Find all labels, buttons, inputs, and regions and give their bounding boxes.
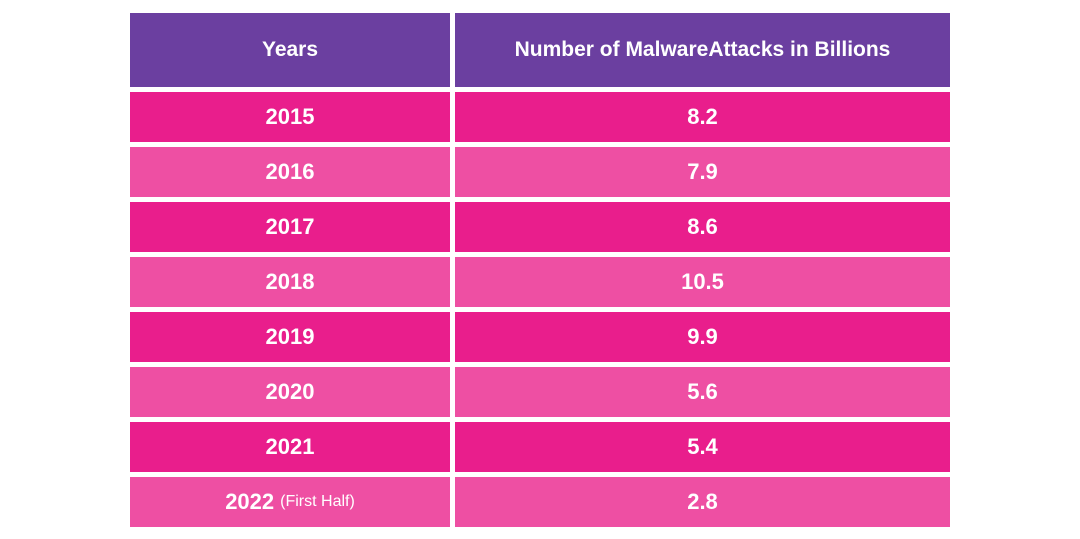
cell-value: 10.5 <box>455 257 950 307</box>
cell-value: 8.6 <box>455 202 950 252</box>
table-row: 20158.2 <box>130 92 950 142</box>
table-row: 201810.5 <box>130 257 950 307</box>
cell-year: 2021 <box>130 422 450 472</box>
cell-year: 2016 <box>130 147 450 197</box>
table-row: 2022(First Half)2.8 <box>130 477 950 527</box>
cell-value: 7.9 <box>455 147 950 197</box>
malware-table: Years Number of MalwareAttacks in Billio… <box>130 13 950 527</box>
cell-value: 9.9 <box>455 312 950 362</box>
header-value: Number of MalwareAttacks in Billions <box>455 13 950 87</box>
table-row: 20167.9 <box>130 147 950 197</box>
cell-value: 8.2 <box>455 92 950 142</box>
cell-year: 2017 <box>130 202 450 252</box>
table-row: 20215.4 <box>130 422 950 472</box>
table-row: 20199.9 <box>130 312 950 362</box>
cell-year: 2020 <box>130 367 450 417</box>
cell-value: 5.6 <box>455 367 950 417</box>
cell-year: 2015 <box>130 92 450 142</box>
cell-year: 2019 <box>130 312 450 362</box>
cell-year: 2018 <box>130 257 450 307</box>
table-row: 20178.6 <box>130 202 950 252</box>
cell-value: 2.8 <box>455 477 950 527</box>
table-header-row: Years Number of MalwareAttacks in Billio… <box>130 13 950 87</box>
cell-year: 2022(First Half) <box>130 477 450 527</box>
cell-value: 5.4 <box>455 422 950 472</box>
header-years: Years <box>130 13 450 87</box>
table-row: 20205.6 <box>130 367 950 417</box>
